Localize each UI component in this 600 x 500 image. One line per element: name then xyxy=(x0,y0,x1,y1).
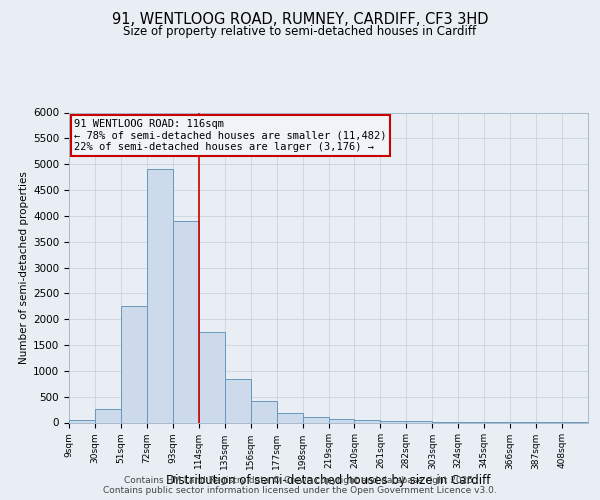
Y-axis label: Number of semi-detached properties: Number of semi-detached properties xyxy=(19,171,29,364)
Bar xyxy=(380,420,406,422)
Text: 91 WENTLOOG ROAD: 116sqm
← 78% of semi-detached houses are smaller (11,482)
22% : 91 WENTLOOG ROAD: 116sqm ← 78% of semi-d… xyxy=(74,118,386,152)
Bar xyxy=(251,402,277,422)
Bar xyxy=(277,413,302,422)
X-axis label: Distribution of semi-detached houses by size in Cardiff: Distribution of semi-detached houses by … xyxy=(166,474,491,487)
Text: Size of property relative to semi-detached houses in Cardiff: Size of property relative to semi-detach… xyxy=(124,25,476,38)
Bar xyxy=(147,170,173,422)
Bar xyxy=(95,409,121,422)
Bar xyxy=(355,420,380,422)
Bar xyxy=(121,306,147,422)
Bar xyxy=(173,221,199,422)
Bar xyxy=(69,420,95,422)
Bar xyxy=(225,378,251,422)
Text: 91, WENTLOOG ROAD, RUMNEY, CARDIFF, CF3 3HD: 91, WENTLOOG ROAD, RUMNEY, CARDIFF, CF3 … xyxy=(112,12,488,28)
Text: Contains HM Land Registry data © Crown copyright and database right 2025.
Contai: Contains HM Land Registry data © Crown c… xyxy=(103,476,497,495)
Bar xyxy=(329,418,355,422)
Bar xyxy=(302,417,329,422)
Bar xyxy=(199,332,224,422)
